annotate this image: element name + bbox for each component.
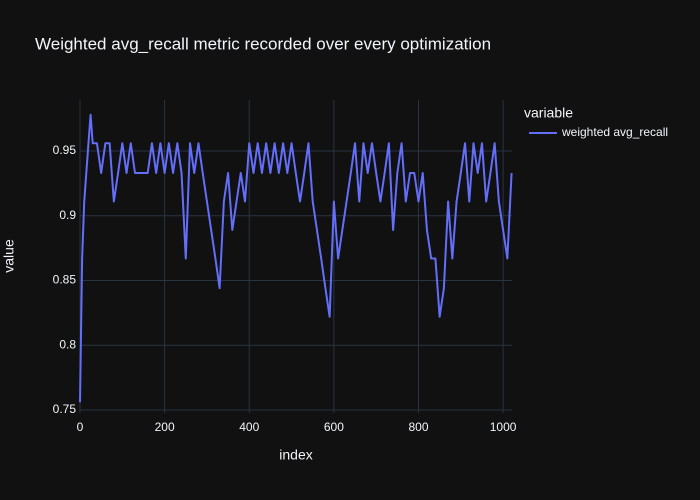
legend-label: weighted avg_recall (561, 125, 668, 139)
x-tick-label: 400 (239, 420, 259, 434)
x-tick-label: 200 (155, 420, 175, 434)
y-tick-label: 0.9 (59, 208, 76, 222)
y-tick-label: 0.95 (53, 143, 77, 157)
y-tick-label: 0.75 (53, 402, 77, 416)
y-tick-label: 0.85 (53, 273, 77, 287)
series-line (79, 113, 513, 403)
x-tick-label: 1000 (490, 420, 517, 434)
legend-title: variable (524, 105, 573, 121)
y-axis-title: value (1, 239, 17, 273)
x-axis-title: index (279, 447, 312, 463)
chart-title: Weighted avg_recall metric recorded over… (35, 34, 491, 53)
x-tick-label: 600 (324, 420, 344, 434)
x-tick-label: 0 (77, 420, 84, 434)
x-tick-label: 800 (408, 420, 428, 434)
y-tick-label: 0.8 (59, 337, 76, 351)
